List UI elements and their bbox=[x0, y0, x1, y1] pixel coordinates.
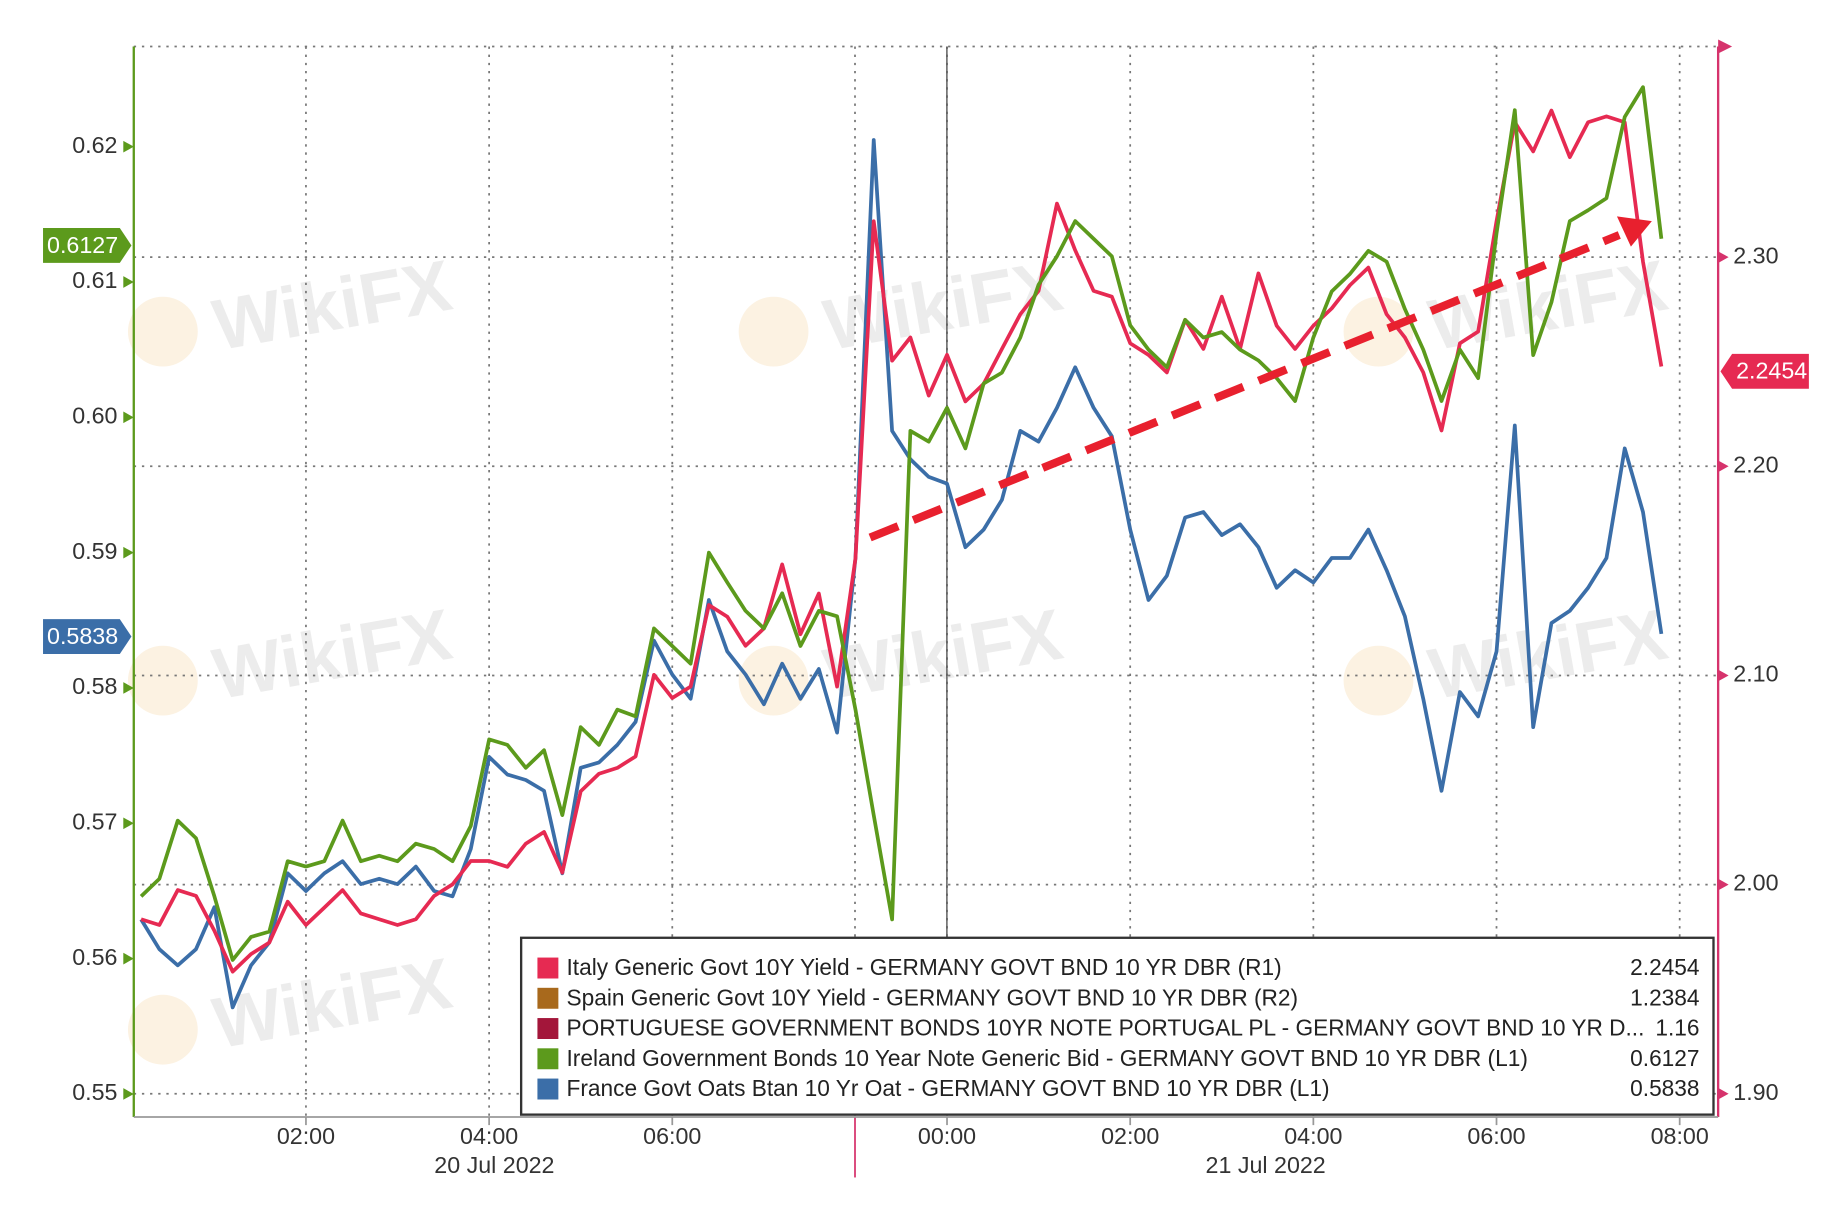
y-tick-label: 0.58 bbox=[72, 673, 117, 699]
legend-value: 0.6127 bbox=[1630, 1045, 1699, 1071]
x-tick-label: 06:00 bbox=[1467, 1123, 1525, 1149]
x-tick-label: 00:00 bbox=[918, 1123, 976, 1149]
y2-tick-label: 2.20 bbox=[1733, 451, 1778, 477]
x-tick-label: 06:00 bbox=[643, 1123, 701, 1149]
series-line bbox=[140, 108, 1664, 974]
x-tick-label: 02:00 bbox=[277, 1123, 335, 1149]
legend-swatch bbox=[537, 1018, 559, 1040]
x-tick-label: 04:00 bbox=[1284, 1123, 1342, 1149]
trend-arrow bbox=[868, 216, 1652, 542]
x-tick-label: 04:00 bbox=[460, 1123, 518, 1149]
y2-axis-cap bbox=[1718, 39, 1733, 54]
y-tick bbox=[123, 682, 134, 694]
y2-tick bbox=[1718, 251, 1729, 263]
y-tick-label: 0.60 bbox=[72, 402, 117, 428]
y-tick-label: 0.61 bbox=[72, 267, 117, 293]
y2-tick-label: 2.30 bbox=[1733, 242, 1778, 268]
y2-tick-label: 1.90 bbox=[1733, 1079, 1778, 1105]
lines bbox=[139, 85, 1664, 1010]
last-value-label: 2.2454 bbox=[1736, 358, 1807, 384]
watermark-logo bbox=[1343, 645, 1414, 716]
trend-line bbox=[868, 231, 1621, 542]
legend-label: Ireland Government Bonds 10 Year Note Ge… bbox=[567, 1045, 1528, 1071]
y-tick bbox=[123, 411, 134, 424]
legend-label: Spain Generic Govt 10Y Yield - GERMANY G… bbox=[567, 984, 1299, 1010]
legend-label: Italy Generic Govt 10Y Yield - GERMANY G… bbox=[567, 954, 1282, 980]
watermark-logo bbox=[127, 994, 198, 1065]
y-tick-label: 0.55 bbox=[72, 1079, 117, 1105]
x-tick-label: 02:00 bbox=[1101, 1123, 1159, 1149]
last-value-badge bbox=[1720, 353, 1809, 389]
y2-tick bbox=[1718, 1087, 1729, 1100]
y-tick-label: 0.56 bbox=[72, 944, 117, 970]
y2-tick bbox=[1718, 460, 1729, 473]
watermark-logo bbox=[738, 296, 809, 367]
date-label: 20 Jul 2022 bbox=[434, 1152, 554, 1178]
legend-label: France Govt Oats Btan 10 Yr Oat - GERMAN… bbox=[567, 1075, 1330, 1101]
y-tick bbox=[123, 817, 134, 830]
y-tick bbox=[123, 546, 134, 559]
legend-swatch bbox=[537, 987, 559, 1009]
last-value-label: 0.6127 bbox=[47, 232, 118, 258]
watermark-logo bbox=[127, 296, 198, 367]
legend: Italy Generic Govt 10Y Yield - GERMANY G… bbox=[519, 936, 1715, 1116]
legend-value: 2.2454 bbox=[1630, 954, 1699, 980]
legend-swatch bbox=[537, 957, 559, 979]
y2-tick-label: 2.00 bbox=[1733, 870, 1778, 896]
arrow-head bbox=[1616, 216, 1652, 247]
last-value-label: 0.5838 bbox=[47, 623, 118, 649]
legend-box bbox=[519, 936, 1715, 1116]
y-tick bbox=[123, 140, 134, 153]
date-label: 21 Jul 2022 bbox=[1206, 1152, 1326, 1178]
last-value-badge bbox=[43, 228, 132, 263]
y-tick-label: 0.62 bbox=[72, 132, 117, 158]
watermark-logo bbox=[127, 645, 198, 716]
y2-tick bbox=[1718, 669, 1729, 682]
y2-tick bbox=[1718, 878, 1729, 891]
legend-label: PORTUGUESE GOVERNMENT BONDS 10YR NOTE PO… bbox=[567, 1015, 1645, 1041]
legend-value: 1.2384 bbox=[1630, 984, 1699, 1010]
last-value-badge bbox=[43, 619, 132, 655]
legend-value: 0.5838 bbox=[1630, 1075, 1699, 1101]
series-line bbox=[139, 85, 1664, 962]
legend-value: 1.16 bbox=[1655, 1015, 1699, 1041]
axes: 0.55 0.56 0.57 0.58 0.59 0.60 0.61 0.62 1.90 2.00… bbox=[43, 39, 1809, 1178]
y2-tick-label: 2.10 bbox=[1733, 661, 1778, 687]
y-tick bbox=[123, 1088, 134, 1100]
series-line bbox=[139, 138, 1664, 1010]
x-tick-label: 08:00 bbox=[1651, 1123, 1709, 1149]
watermark-logo bbox=[1343, 296, 1414, 367]
legend-swatch bbox=[537, 1078, 559, 1100]
y-tick bbox=[123, 276, 134, 288]
legend-swatch bbox=[537, 1048, 559, 1070]
y-tick bbox=[123, 952, 134, 965]
y-tick-label: 0.59 bbox=[72, 538, 117, 564]
y-tick-label: 0.57 bbox=[72, 808, 117, 834]
